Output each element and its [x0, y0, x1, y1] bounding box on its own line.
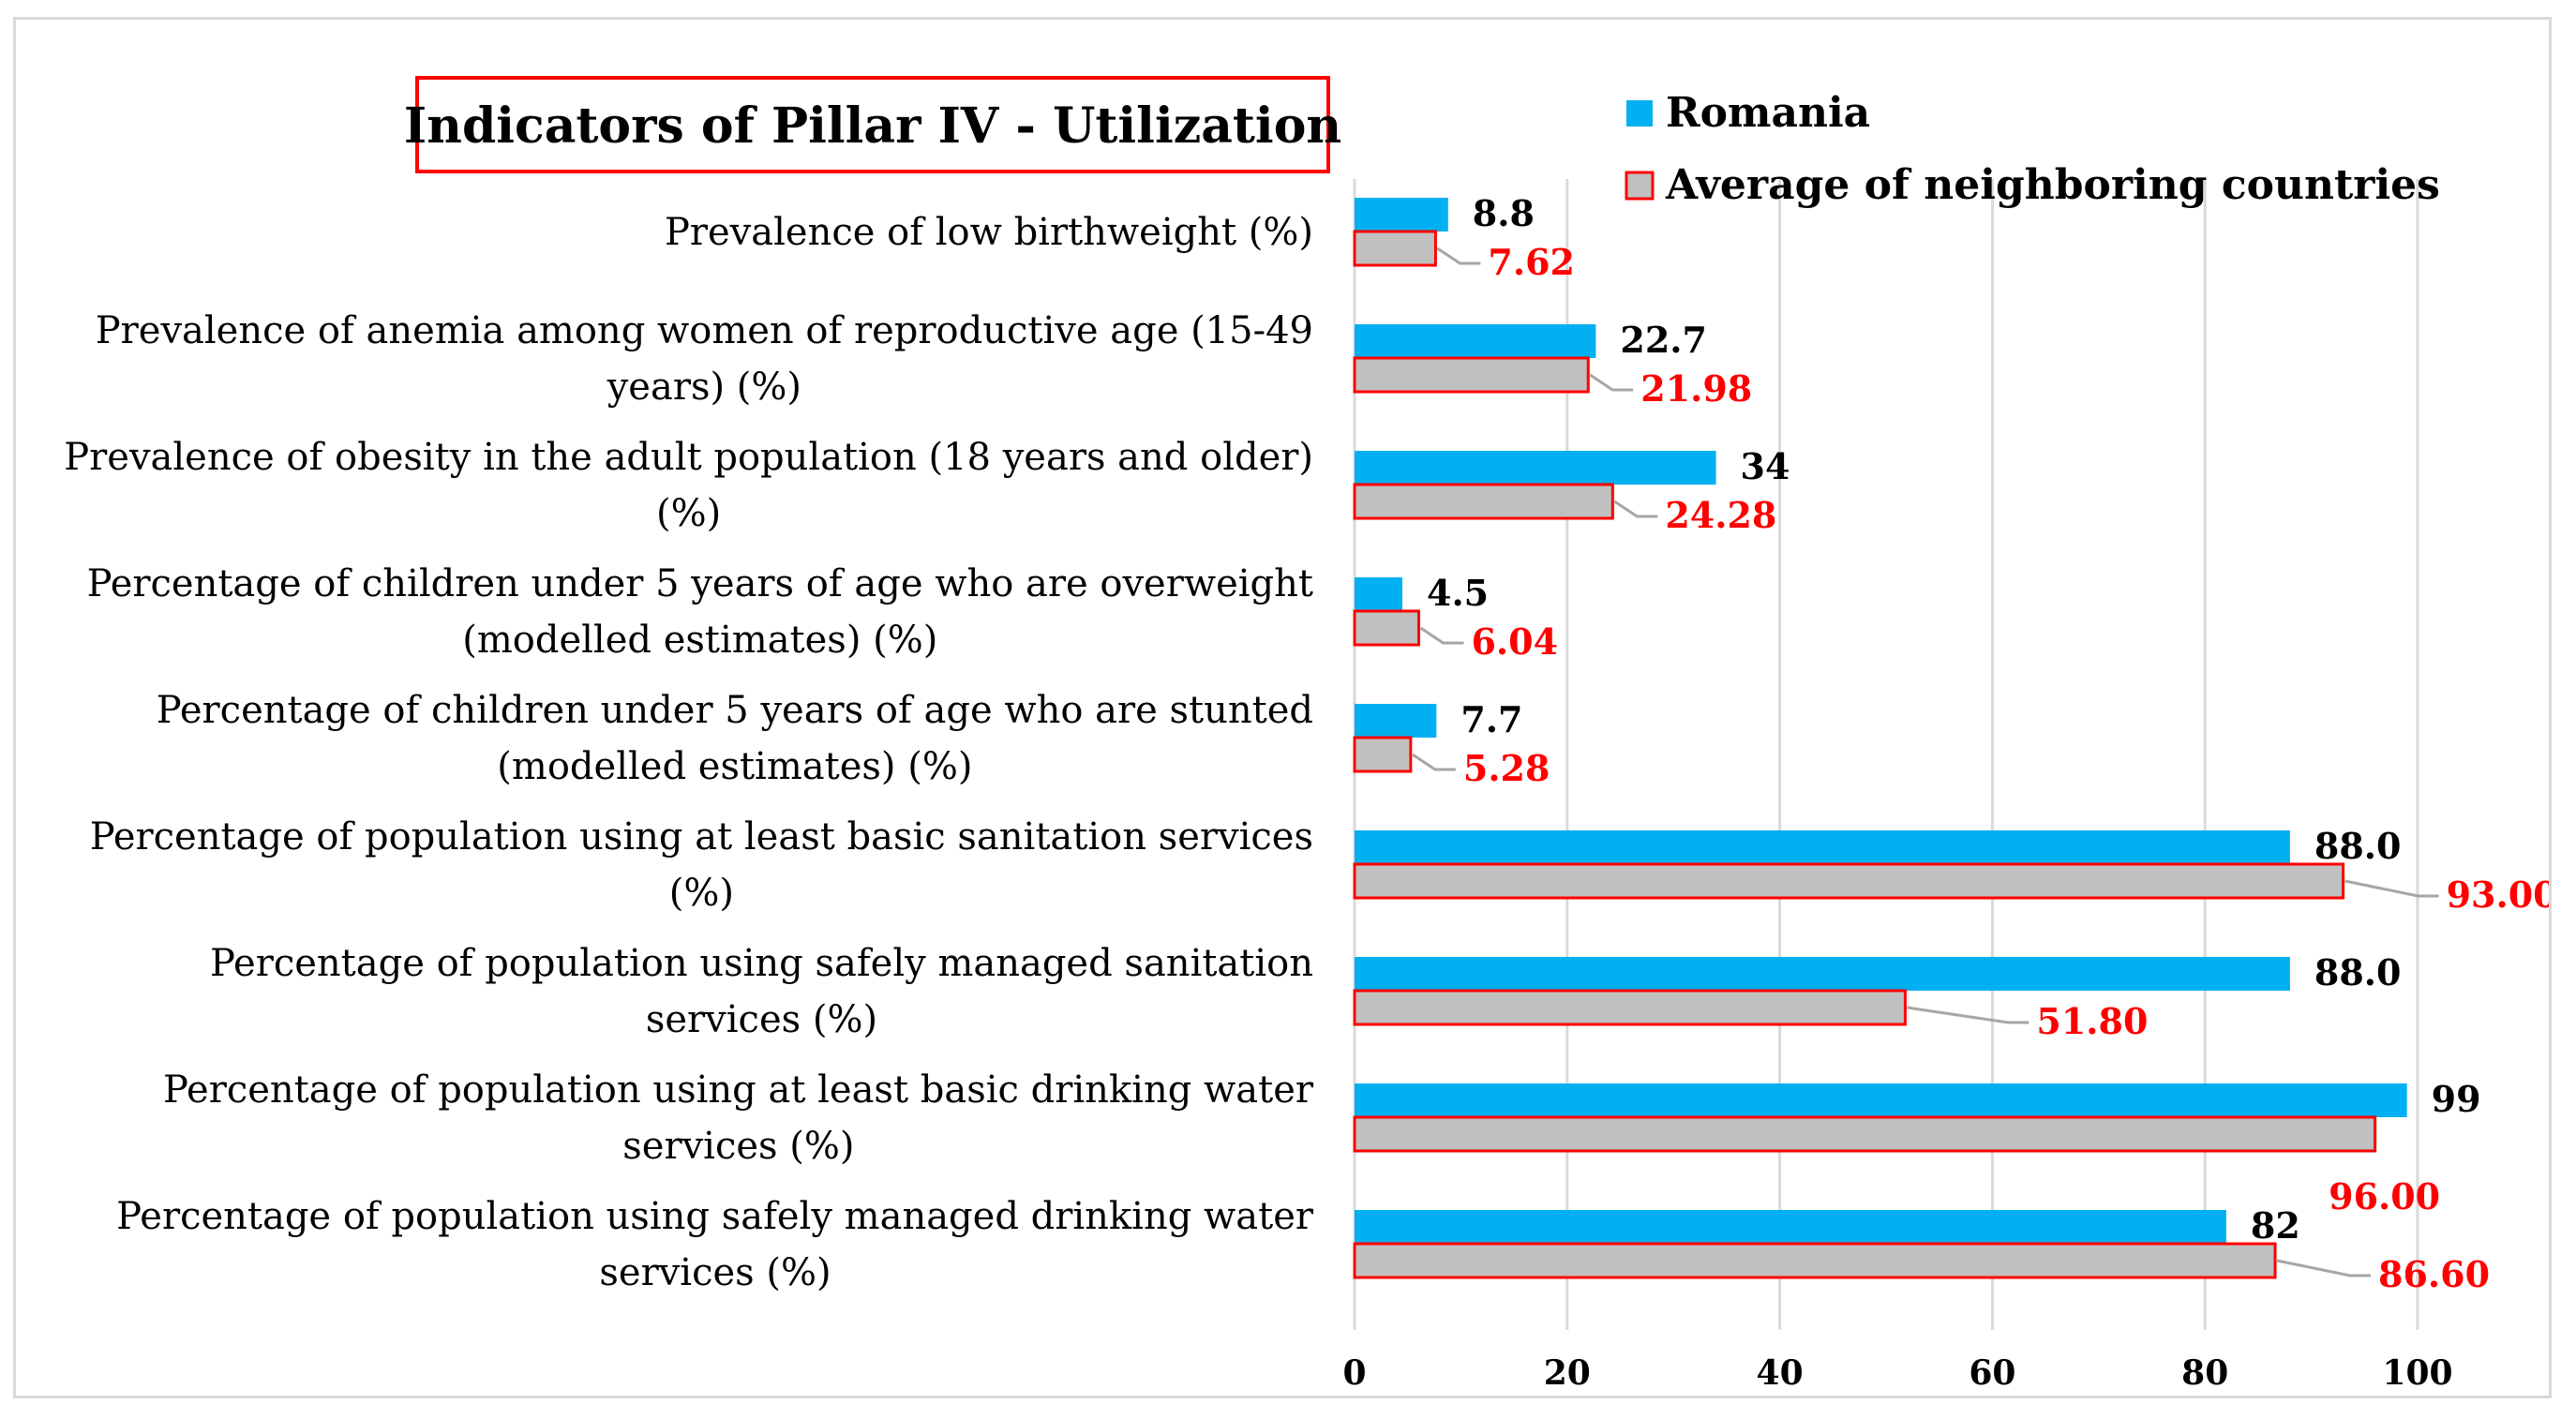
bars	[1353, 198, 2407, 1279]
category-label: (%)	[656, 492, 721, 535]
leader-line	[1412, 753, 1456, 771]
x-tick-label: 20	[1544, 1353, 1591, 1393]
leader-lines	[1412, 246, 2439, 1277]
chart-title-border	[415, 76, 1330, 173]
category-labels: Prevalence of low birthweight (%) Prevale…	[64, 211, 1314, 1294]
bar-romania	[1355, 957, 2290, 991]
bar-chart: 8.8 7.62 22.7 21.98 34 24.28 4.5 6.04 7.7 5.28 88.…	[64, 76, 2549, 1393]
category-label: Prevalence of anemia among women of repr…	[96, 309, 1313, 352]
chart-title: Indicators of Pillar IV - Utilization	[404, 97, 1341, 155]
leader-line	[1436, 246, 1481, 265]
bar-romania	[1355, 324, 1596, 358]
value-label-average: 93.00	[2447, 874, 2549, 916]
value-label-average: 7.62	[1488, 241, 1575, 283]
bar-average	[1353, 1115, 2377, 1153]
legend-label-average: Average of neighboring countries	[1665, 161, 2440, 209]
bar-average	[1353, 483, 1614, 520]
x-tick-label: 60	[1969, 1353, 2015, 1393]
category-label: Percentage of population using at least …	[90, 815, 1313, 859]
bar-average	[1353, 609, 1420, 647]
bar-romania	[1355, 198, 1448, 232]
bar-average	[1353, 230, 1437, 267]
leader-line	[1419, 626, 1464, 645]
legend-swatch-average	[1625, 171, 1655, 201]
value-label-average: 21.98	[1640, 367, 1752, 410]
value-label-romania: 88.0	[2314, 825, 2402, 867]
value-label-average: 6.04	[1471, 620, 1558, 663]
leader-line	[2276, 1259, 2372, 1277]
value-label-average: 96.00	[2329, 1175, 2440, 1217]
category-label: years) (%)	[607, 366, 801, 409]
legend-swatch-romania	[1626, 100, 1653, 127]
x-axis-ticks: 0 20 40 60 80 100	[1342, 1353, 2452, 1393]
category-label: services (%)	[646, 998, 877, 1041]
leader-line	[2344, 879, 2439, 898]
value-label-romania: 34	[1741, 445, 1790, 487]
bar-average	[1353, 989, 1907, 1026]
value-label-average: 86.60	[2378, 1253, 2490, 1295]
category-label: Percentage of population using at least …	[163, 1068, 1314, 1112]
category-label: Percentage of population using safely ma…	[210, 942, 1313, 985]
value-label-romania: 7.7	[1460, 698, 1522, 740]
x-tick-label: 0	[1342, 1353, 1366, 1393]
value-label-romania: 4.5	[1427, 572, 1489, 614]
bar-average	[1353, 356, 1590, 394]
bar-romania	[1355, 1210, 2226, 1244]
category-label: Percentage of children under 5 years of …	[87, 562, 1313, 605]
leader-line	[1613, 500, 1658, 518]
value-label-romania: 22.7	[1620, 319, 1707, 361]
leader-line	[1907, 1006, 2029, 1024]
value-label-romania: 8.8	[1473, 192, 1535, 234]
category-label: (modelled estimates) (%)	[497, 745, 972, 788]
value-label-romania: 82	[2251, 1204, 2300, 1247]
category-label: (modelled estimates) (%)	[462, 619, 937, 662]
value-label-romania: 99	[2432, 1078, 2481, 1120]
bar-romania	[1355, 577, 1403, 611]
x-tick-label: 100	[2382, 1353, 2452, 1393]
value-label-average: 51.80	[2036, 1000, 2148, 1042]
category-label: Percentage of children under 5 years of …	[157, 689, 1313, 732]
value-label-romania: 88.0	[2314, 951, 2402, 993]
x-tick-label: 40	[1757, 1353, 1804, 1393]
category-label: services (%)	[622, 1125, 854, 1168]
bar-average	[1353, 1242, 2277, 1279]
bar-average	[1353, 862, 2345, 900]
bar-average	[1353, 736, 1413, 773]
value-label-average: 24.28	[1665, 494, 1776, 536]
category-label: Percentage of population using safely ma…	[116, 1195, 1314, 1238]
bar-romania	[1355, 704, 1437, 738]
value-labels: 8.8 7.62 22.7 21.98 34 24.28 4.5 6.04 7.7 5.28 88.…	[1427, 192, 2549, 1295]
category-label: (%)	[669, 872, 734, 915]
x-tick-label: 80	[2181, 1353, 2228, 1393]
bar-romania	[1355, 1083, 2407, 1117]
legend: Romania Average of neighboring countries	[1625, 89, 2440, 209]
chart-title-box: Indicators of Pillar IV - Utilization	[404, 76, 1341, 173]
chart-frame: 8.8 7.62 22.7 21.98 34 24.28 4.5 6.04 7.7 5.28 88.…	[13, 17, 2552, 1398]
category-label: Prevalence of obesity in the adult popul…	[64, 436, 1313, 479]
bar-romania	[1355, 451, 1716, 485]
category-label: services (%)	[599, 1251, 831, 1294]
legend-label-romania: Romania	[1666, 89, 1870, 137]
value-label-average: 5.28	[1463, 747, 1550, 789]
leader-line	[1589, 373, 1634, 392]
category-label: Prevalence of low birthweight (%)	[665, 211, 1313, 254]
bar-romania	[1355, 830, 2290, 864]
